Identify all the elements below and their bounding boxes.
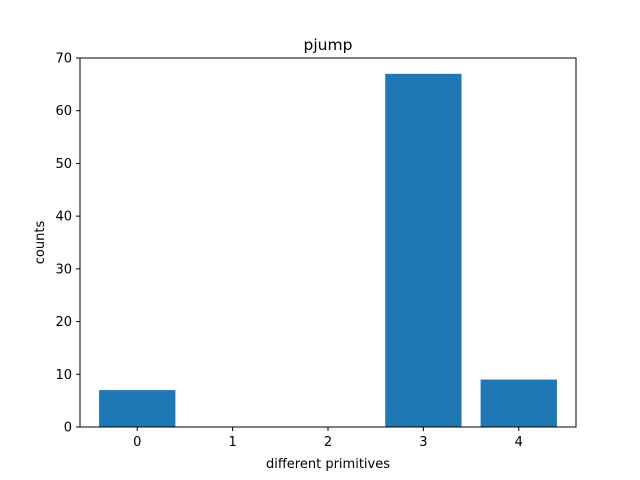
y-tick-label: 70 <box>55 52 72 67</box>
y-tick-label: 60 <box>55 104 72 119</box>
y-tick-label: 10 <box>55 368 72 383</box>
x-axis-label: different primitives <box>266 457 390 472</box>
x-tick-label: 0 <box>133 435 141 450</box>
y-tick-label: 20 <box>55 315 72 330</box>
x-tick-label: 2 <box>324 435 332 450</box>
plot-area-frame <box>79 57 577 428</box>
y-tick-label: 30 <box>55 262 72 277</box>
bar-0 <box>99 390 176 427</box>
y-tick-label: 0 <box>64 421 72 436</box>
x-tick-label: 3 <box>419 435 427 450</box>
bar-3 <box>385 73 462 428</box>
y-tick-label: 40 <box>55 210 72 225</box>
chart-title: pjump <box>304 36 353 54</box>
y-axis-label: counts <box>33 221 48 265</box>
x-tick-label: 4 <box>515 435 523 450</box>
bars-layer <box>99 73 557 428</box>
x-axis-ticks: 0 1 2 3 4 <box>133 427 523 450</box>
y-tick-label: 50 <box>55 157 72 172</box>
y-axis-ticks: 0 10 20 30 40 50 60 70 <box>55 52 80 436</box>
bar-4 <box>480 379 557 427</box>
x-tick-label: 1 <box>228 435 236 450</box>
